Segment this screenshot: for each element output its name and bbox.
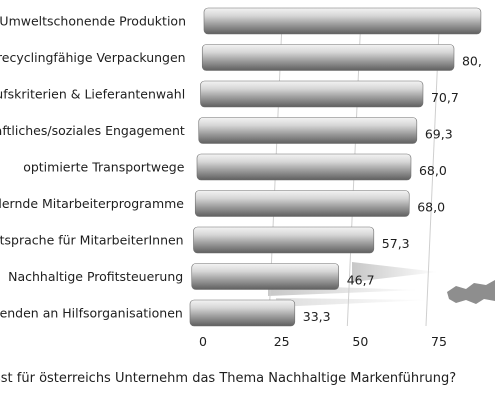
x-tick-label: 25 (274, 334, 290, 349)
decorative-map-shape (447, 280, 495, 304)
bar (196, 153, 412, 181)
category-label: optimierte Transportwege (23, 160, 185, 175)
category-label: Mitsprache für MitarbeiterInnen (0, 233, 184, 248)
bar (203, 7, 482, 35)
bar (194, 190, 410, 217)
category-label: pspenden an Hilfsorganisationen (0, 306, 183, 321)
category-label: Nachhaltige Profitsteuerung (8, 269, 183, 284)
bar (198, 117, 418, 144)
bar (201, 44, 455, 71)
value-label: 80, (462, 54, 482, 69)
value-label: 69,3 (425, 127, 453, 142)
category-label: fördernde Mitarbeiterprogramme (0, 196, 184, 211)
bar (193, 226, 375, 254)
value-label: 46,7 (347, 273, 375, 288)
x-tick-label: 0 (199, 334, 207, 349)
x-axis-tick-labels: 0 25 50 75 (199, 334, 447, 349)
value-label: 68,0 (417, 200, 445, 215)
value-label: 57,3 (382, 236, 410, 251)
bar (200, 80, 424, 108)
survey-question: sst für österreichs Unternehm das Thema … (0, 371, 457, 386)
category-label: kaufskriterien & Lieferantenwahl (0, 87, 185, 102)
bar (189, 299, 296, 327)
value-label: 70,7 (431, 90, 459, 105)
category-label: Umweltschonende Produktion (0, 14, 186, 29)
category-labels: Umweltschonende Produktion recyclingfähig… (0, 14, 186, 321)
value-labels: 80, 70,7 69,3 68,0 68,0 57,3 46,7 33,3 (303, 54, 482, 325)
bar (191, 263, 339, 290)
value-label: 33,3 (303, 309, 331, 324)
x-tick-label: 50 (352, 334, 368, 349)
bars (189, 7, 482, 327)
value-label: 68,0 (419, 163, 447, 178)
category-label: recyclingfähige Verpackungen (0, 50, 186, 65)
category-label: chaftliches/soziales Engagement (0, 123, 185, 138)
x-tick-label: 75 (431, 334, 447, 349)
